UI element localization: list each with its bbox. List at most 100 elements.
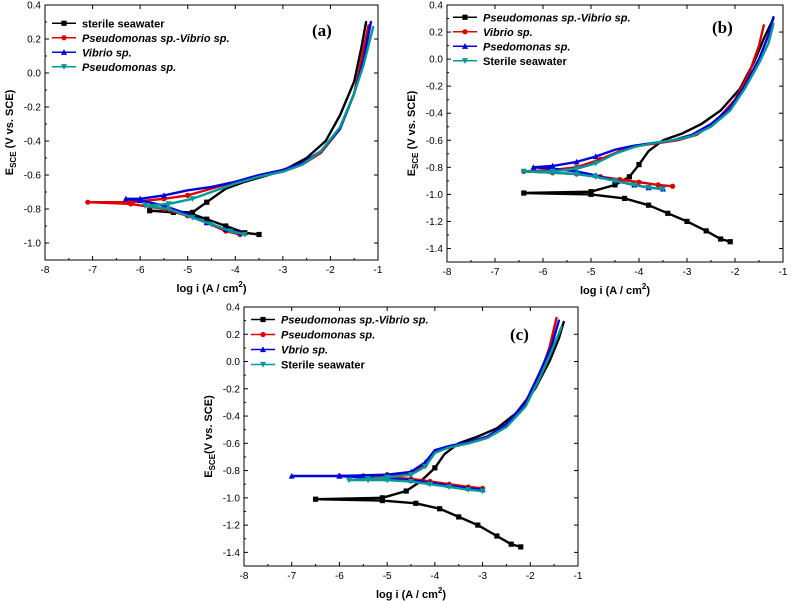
data-point (465, 487, 472, 493)
data-point (128, 199, 134, 205)
y-tick-label: -1.2 (223, 521, 241, 532)
data-point (408, 478, 414, 485)
data-point (85, 199, 91, 205)
legend-label: Sterile seawater (281, 360, 365, 372)
legend-swatch-marker (462, 58, 468, 64)
y-tick-label: -0.6 (223, 439, 241, 450)
x-tick-label: -1 (574, 571, 583, 582)
data-point (432, 465, 438, 471)
series-3 (345, 326, 563, 495)
y-axis-label-main: E (203, 470, 215, 477)
y-axis-label-main: E (4, 168, 16, 175)
data-point (573, 158, 580, 165)
y-tick-label: -0.2 (426, 82, 444, 93)
x-tick-label: -3 (683, 267, 692, 278)
data-point (479, 488, 486, 495)
y-tick-label: -0.2 (24, 103, 42, 114)
x-tick-label: -4 (231, 265, 240, 276)
legend-swatch-marker (61, 20, 67, 26)
legend-label: Pseudomonas sp.-Vibrio sp. (483, 12, 631, 24)
legend-label: Vbrio sp. (281, 345, 328, 357)
series-line (314, 320, 565, 549)
x-tick-label: -6 (335, 571, 344, 582)
panel-c: -8 -7 -6 -5 -4 -3 -2 -1 0.4 0.2 0.0 -0.2 -0.4 -0.6 -0.… (203, 303, 583, 601)
y-tick-label: 0.4 (429, 1, 443, 12)
x-tick-label: -7 (88, 265, 97, 276)
data-point (646, 202, 652, 208)
x-axis-label-sup: 2 (238, 280, 243, 289)
y-tick-label: -1.2 (426, 217, 444, 228)
data-point (655, 182, 661, 188)
data-point (530, 164, 537, 170)
series-line (347, 326, 563, 493)
data-point (208, 221, 215, 228)
y-tick-label: -0.8 (223, 466, 241, 477)
data-point (137, 195, 144, 202)
data-point (147, 208, 153, 214)
y-tick-label: -0.8 (24, 205, 42, 216)
y-tick-label: 0.4 (226, 303, 240, 314)
data-point (645, 185, 652, 191)
data-point (189, 209, 196, 215)
x-axis-label-sup: 2 (642, 282, 647, 291)
x-tick-label: -8 (240, 571, 249, 582)
data-point (437, 506, 443, 512)
data-point (631, 182, 638, 189)
data-point (227, 228, 234, 235)
y-tick-label: 0.2 (27, 35, 41, 46)
data-point (588, 189, 594, 195)
y-tick-label: 0.2 (429, 28, 443, 39)
y-axis-label-rest: (V vs. SCE) (406, 90, 418, 152)
y-axis-label: ESCE (V vs. SCE) (4, 89, 18, 175)
data-point (204, 199, 210, 205)
panel-tag: (c) (510, 325, 529, 344)
x-tick-label: -5 (587, 267, 596, 278)
data-point (573, 166, 580, 172)
series-line (522, 22, 775, 191)
data-point (160, 192, 167, 198)
x-tick-label: -3 (278, 265, 287, 276)
y-tick-label: -1.0 (24, 239, 42, 250)
x-tick-label: -4 (635, 267, 644, 278)
x-tick-label: -5 (383, 571, 392, 582)
data-point (446, 484, 453, 491)
legend-swatch-marker (462, 43, 468, 49)
data-point (612, 182, 618, 188)
legend-swatch-marker (260, 361, 266, 368)
data-point (718, 236, 724, 242)
data-point (408, 472, 414, 478)
data-point (336, 472, 343, 479)
panel-a: -8 -7 -6 -5 -4 -3 -2 -1 0.4 0.2 0.0 -0.2 -0.4 -0.6 -0.… (4, 1, 383, 296)
data-point (636, 179, 642, 185)
x-axis-label-end: ) (442, 589, 446, 601)
legend-label: Pseudomonas sp. (281, 330, 375, 342)
legend-label: sterile seawater (82, 18, 165, 30)
data-point (727, 239, 733, 245)
x-tick-label: -8 (443, 267, 452, 278)
data-point (520, 168, 527, 175)
data-point (665, 210, 671, 216)
data-point (508, 541, 514, 547)
x-tick-label: -1 (779, 267, 788, 278)
legend-swatch-marker (61, 49, 67, 55)
data-point (312, 496, 319, 502)
legend: Pseudomonas sp.-Vibrio sp. Vibrio sp. Psed… (453, 12, 631, 68)
legend-swatch-marker (61, 35, 67, 41)
x-axis-label-sup: 2 (438, 586, 443, 595)
data-point (592, 174, 599, 180)
data-point (703, 228, 709, 234)
x-tick-label: -4 (430, 571, 439, 582)
data-point (588, 191, 594, 197)
y-tick-label: 0.2 (226, 330, 240, 341)
y-axis-label-sub: SCE (411, 152, 420, 169)
legend-label: Vibrio sp. (82, 47, 132, 59)
x-axis-label: log i (A / cm2) (580, 282, 650, 297)
x-axis-label-text: log i (A / cm (176, 283, 238, 295)
y-axis-label-rest: (V vs. SCE) (4, 89, 16, 151)
data-point (185, 192, 191, 198)
x-tick-label: -5 (183, 265, 192, 276)
legend-label: Pseudomonas sp.-Vibrio sp. (281, 315, 429, 327)
y-axis-label-sub: SCE (208, 453, 217, 470)
y-axis-label-rest: (V vs. SCE) (203, 395, 215, 454)
series-line (148, 20, 368, 236)
